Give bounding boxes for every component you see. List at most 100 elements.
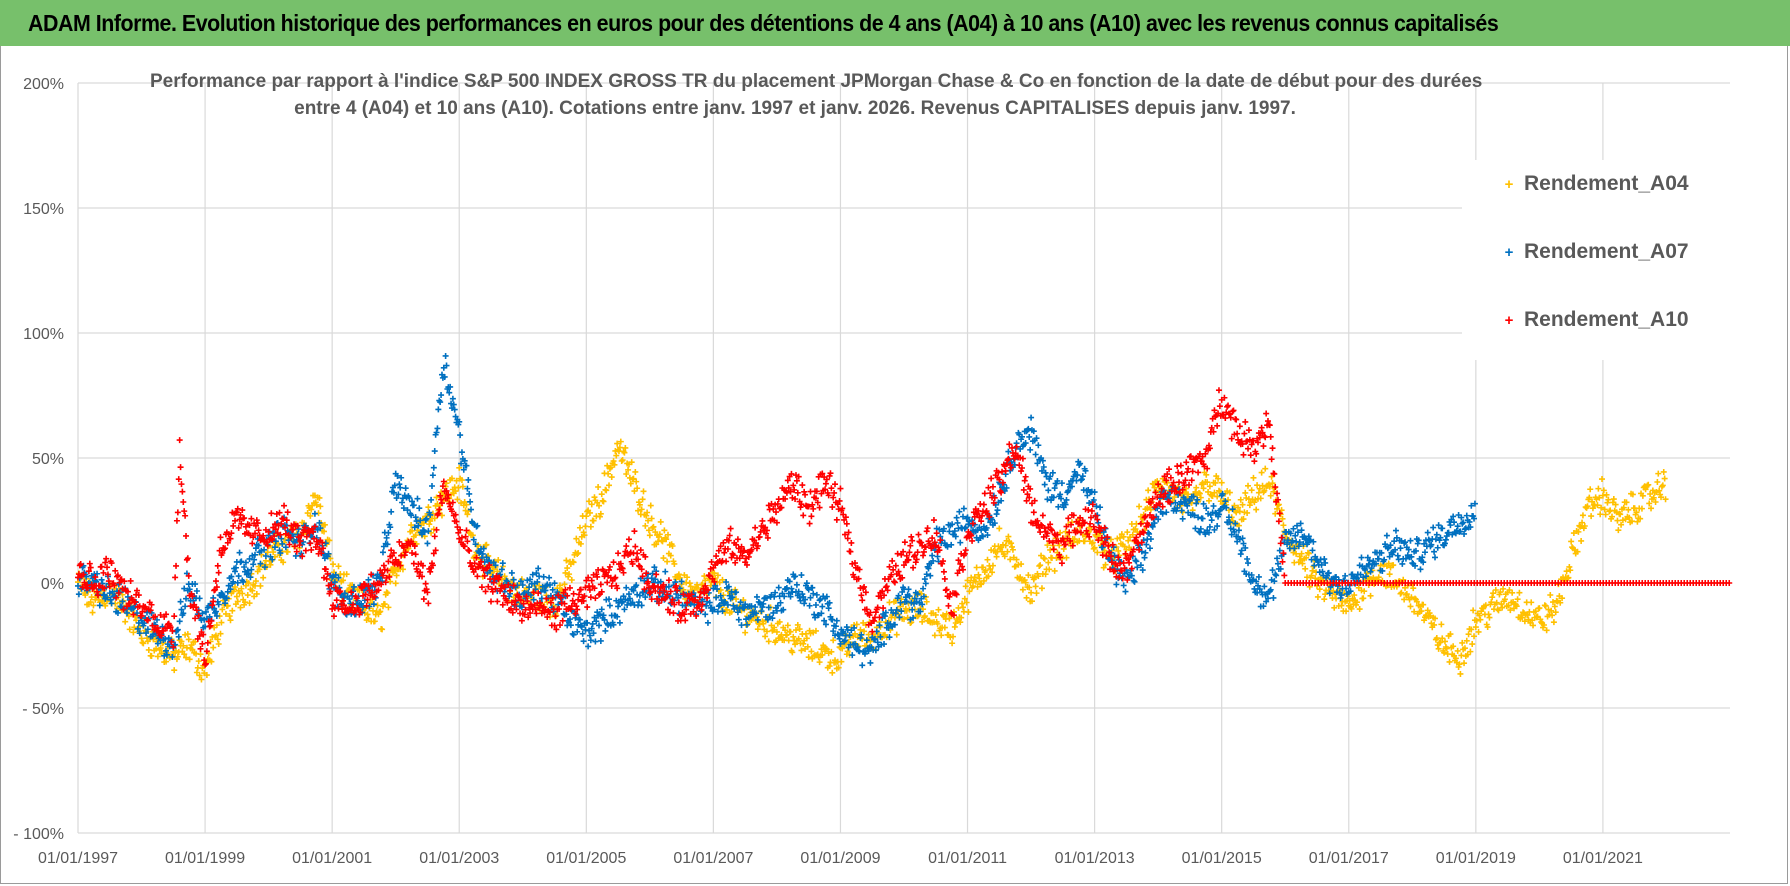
point-rendement-a04 bbox=[591, 494, 598, 501]
point-rendement-a07 bbox=[1407, 537, 1414, 544]
point-rendement-a07 bbox=[1130, 577, 1137, 584]
point-rendement-a04 bbox=[959, 600, 966, 607]
point-rendement-a07 bbox=[402, 485, 409, 492]
point-rendement-a04 bbox=[790, 633, 797, 640]
point-rendement-a04 bbox=[1197, 494, 1204, 501]
point-rendement-a04 bbox=[660, 555, 667, 562]
point-rendement-a07 bbox=[540, 573, 547, 580]
point-rendement-a07 bbox=[325, 550, 332, 557]
point-rendement-a07 bbox=[1274, 560, 1281, 567]
point-rendement-a07 bbox=[433, 429, 440, 436]
point-rendement-a10 bbox=[100, 569, 107, 576]
point-rendement-a04 bbox=[1008, 540, 1015, 547]
point-rendement-a07 bbox=[466, 490, 473, 497]
point-rendement-a07 bbox=[1363, 573, 1370, 580]
point-rendement-a10 bbox=[318, 550, 325, 557]
point-rendement-a04 bbox=[1486, 614, 1493, 621]
point-rendement-a07 bbox=[623, 584, 630, 591]
point-rendement-a07 bbox=[335, 574, 342, 581]
point-rendement-a07 bbox=[665, 583, 672, 590]
point-rendement-a07 bbox=[1290, 525, 1297, 532]
point-rendement-a04 bbox=[577, 540, 584, 547]
point-rendement-a04 bbox=[181, 651, 188, 658]
point-rendement-a07 bbox=[1208, 517, 1215, 524]
point-rendement-a07 bbox=[1203, 505, 1210, 512]
point-rendement-a07 bbox=[733, 589, 740, 596]
point-rendement-a07 bbox=[1437, 534, 1444, 541]
point-rendement-a07 bbox=[785, 590, 792, 597]
point-rendement-a07 bbox=[1463, 512, 1470, 519]
point-rendement-a07 bbox=[385, 529, 392, 536]
point-rendement-a07 bbox=[1439, 525, 1446, 532]
point-rendement-a04 bbox=[650, 523, 657, 530]
point-rendement-a07 bbox=[124, 609, 131, 616]
point-rendement-a10 bbox=[412, 551, 419, 558]
point-rendement-a04 bbox=[635, 507, 642, 514]
point-rendement-a04 bbox=[979, 564, 986, 571]
point-rendement-a07 bbox=[715, 603, 722, 610]
point-rendement-a07 bbox=[1179, 515, 1186, 522]
point-rendement-a04 bbox=[1293, 550, 1300, 557]
chart-title-line-2: entre 4 (A04) et 10 ans (A10). Cotations… bbox=[294, 98, 1296, 119]
point-rendement-a04 bbox=[1565, 574, 1572, 581]
y-tick-label: 100% bbox=[23, 326, 64, 343]
point-rendement-a04 bbox=[384, 590, 391, 597]
point-rendement-a07 bbox=[1274, 555, 1281, 562]
point-rendement-a07 bbox=[278, 535, 285, 542]
point-rendement-a07 bbox=[729, 594, 736, 601]
point-rendement-a10 bbox=[291, 543, 298, 550]
point-rendement-a07 bbox=[1097, 504, 1104, 511]
point-rendement-a04 bbox=[326, 537, 333, 544]
point-rendement-a04 bbox=[656, 531, 663, 538]
point-rendement-a07 bbox=[1132, 557, 1139, 564]
point-rendement-a10 bbox=[330, 613, 337, 620]
point-rendement-a04 bbox=[1321, 596, 1328, 603]
point-rendement-a07 bbox=[1120, 582, 1127, 589]
point-rendement-a07 bbox=[251, 556, 258, 563]
point-rendement-a10 bbox=[1245, 445, 1252, 452]
point-rendement-a04 bbox=[459, 483, 466, 490]
point-rendement-a07 bbox=[1211, 526, 1218, 533]
point-rendement-a04 bbox=[829, 669, 836, 676]
point-rendement-a07 bbox=[793, 581, 800, 588]
point-rendement-a07 bbox=[1392, 527, 1399, 534]
point-rendement-a04 bbox=[1363, 570, 1370, 577]
point-rendement-a10 bbox=[908, 533, 915, 540]
point-rendement-a07 bbox=[298, 550, 305, 557]
point-rendement-a10 bbox=[734, 536, 741, 543]
point-rendement-a04 bbox=[1361, 588, 1368, 595]
point-rendement-a07 bbox=[422, 516, 429, 523]
point-rendement-a07 bbox=[395, 491, 402, 498]
point-rendement-a04 bbox=[972, 578, 979, 585]
point-rendement-a07 bbox=[1100, 529, 1107, 536]
point-rendement-a07 bbox=[954, 519, 961, 526]
point-rendement-a07 bbox=[1461, 526, 1468, 533]
point-rendement-a07 bbox=[944, 543, 951, 550]
point-rendement-a07 bbox=[1133, 558, 1140, 565]
point-rendement-a10 bbox=[124, 588, 131, 595]
point-rendement-a07 bbox=[812, 601, 819, 608]
x-tick-label: 01/01/2001 bbox=[292, 850, 372, 867]
point-rendement-a04 bbox=[174, 653, 181, 660]
point-rendement-a10 bbox=[139, 608, 146, 615]
point-rendement-a07 bbox=[1226, 519, 1233, 526]
point-rendement-a04 bbox=[392, 580, 399, 587]
point-rendement-a04 bbox=[1492, 587, 1499, 594]
point-rendement-a07 bbox=[1068, 483, 1075, 490]
point-rendement-a04 bbox=[1037, 562, 1044, 569]
point-rendement-a10 bbox=[943, 586, 950, 593]
point-rendement-a10 bbox=[114, 572, 121, 579]
point-rendement-a10 bbox=[1281, 572, 1288, 579]
point-rendement-a10 bbox=[104, 564, 111, 571]
point-rendement-a07 bbox=[925, 565, 932, 572]
point-rendement-a04 bbox=[1235, 504, 1242, 511]
point-rendement-a04 bbox=[1656, 487, 1663, 494]
point-rendement-a10 bbox=[298, 532, 305, 539]
point-rendement-a04 bbox=[676, 574, 683, 581]
point-rendement-a04 bbox=[212, 632, 219, 639]
point-rendement-a04 bbox=[647, 502, 654, 509]
point-rendement-a07 bbox=[998, 497, 1005, 504]
point-rendement-a07 bbox=[1199, 515, 1206, 522]
point-rendement-a10 bbox=[631, 528, 638, 535]
point-rendement-a07 bbox=[1025, 425, 1032, 432]
